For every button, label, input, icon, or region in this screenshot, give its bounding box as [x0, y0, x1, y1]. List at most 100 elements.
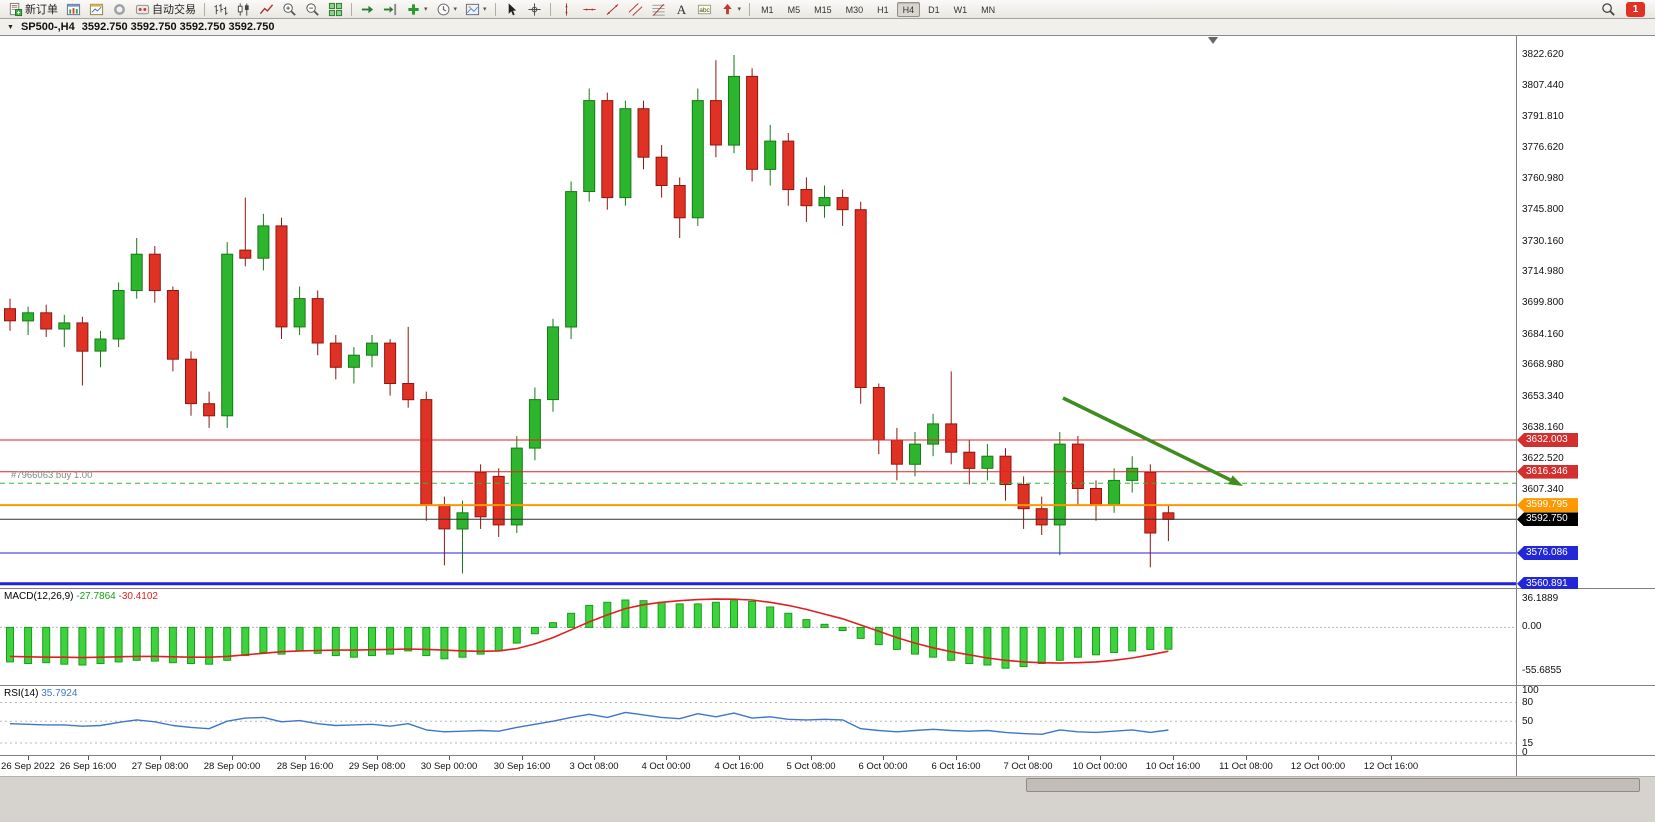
time-axis-label: 7 Oct 08:00 [1003, 761, 1053, 772]
time-axis-tick [377, 756, 378, 760]
text-button[interactable]: A [670, 1, 693, 18]
text-label-icon: abc [697, 2, 712, 17]
profiles-button[interactable] [85, 1, 108, 18]
time-axis-tick [956, 756, 957, 760]
text-label-button[interactable]: abc [693, 1, 716, 18]
scroll-circle-icon [112, 2, 127, 17]
chart-shift-icon [383, 2, 398, 17]
rsi-panel[interactable]: RSI(14) 35.7924 [0, 686, 1516, 756]
time-axis[interactable]: 26 Sep 2022 26 Sep 16:00 27 Sep 08:00 28 Se… [0, 756, 1516, 776]
templates-icon [465, 2, 480, 17]
vertical-line-button[interactable] [555, 1, 578, 18]
templates-button[interactable]: ▾ [461, 1, 491, 18]
time-axis-label: 4 Oct 16:00 [714, 761, 764, 772]
fibonacci-button[interactable] [647, 1, 670, 18]
macd-panel[interactable]: MACD(12,26,9) -27.7864 -30.4102 [0, 589, 1516, 686]
periods-icon [436, 2, 451, 17]
price-tag-3616.346: 3616.346 [1517, 464, 1578, 479]
horizontal-scrollbar[interactable] [0, 776, 1655, 792]
tile-windows-icon [328, 2, 343, 17]
price-axis-label: 3822.620 [1522, 48, 1564, 60]
bars-mode-button[interactable] [209, 1, 232, 18]
time-axis-label: 26 Sep 16:00 [59, 761, 117, 772]
indicators-button[interactable]: ▾ [402, 1, 432, 18]
timeframe-button-m5[interactable]: M5 [782, 2, 807, 17]
toolbar-separator [549, 2, 551, 16]
price-axis-label: 3638.160 [1522, 421, 1564, 433]
candles-mode-button[interactable] [232, 1, 255, 18]
channel-icon [628, 2, 643, 17]
axis-corner [1517, 756, 1655, 776]
timeframe-button-mn[interactable]: MN [975, 2, 1001, 17]
timeframe-button-m15[interactable]: M15 [808, 2, 838, 17]
auto-scroll-end-button[interactable] [356, 1, 379, 18]
time-axis-label: 6 Oct 16:00 [931, 761, 981, 772]
rsi-header: RSI(14) 35.7924 [4, 688, 77, 699]
chart-menu-triangle-icon[interactable]: ▼ [7, 23, 14, 31]
autotrade-button[interactable]: 自动交易 [131, 1, 200, 18]
timeframe-button-d1[interactable]: D1 [922, 2, 946, 17]
timeframe-button-m1[interactable]: M1 [755, 2, 780, 17]
rsi-axis[interactable]: 100 80 50 15 0 [1517, 685, 1655, 758]
toolbar-separator [204, 2, 205, 16]
channel-button[interactable] [624, 1, 647, 18]
price-tag-3592.750: 3592.750 [1517, 512, 1578, 527]
rsi-value: 35.7924 [41, 688, 78, 699]
trendline-button[interactable] [601, 1, 624, 18]
price-axis-column[interactable]: 3822.620 3807.440 3791.810 3776.620 3760.980… [1516, 36, 1655, 776]
new-order-button[interactable]: 新订单 [4, 1, 62, 18]
price-tag-3576.086: 3576.086 [1517, 545, 1578, 560]
time-axis-tick [1246, 756, 1247, 760]
text-icon: A [674, 2, 689, 17]
price-axis-label: 3668.980 [1522, 359, 1564, 371]
charts-button[interactable] [62, 1, 85, 18]
rsi-axis-label: 80 [1522, 697, 1534, 709]
time-axis-label: 28 Sep 00:00 [203, 761, 261, 772]
candlestick-chart [0, 37, 1516, 586]
arrows-button[interactable]: ▾ [716, 1, 746, 18]
zoom-out-button[interactable] [301, 1, 324, 18]
horizontal-line-button[interactable] [578, 1, 601, 18]
search-button[interactable] [1597, 1, 1620, 18]
time-axis-label: 4 Oct 00:00 [641, 761, 691, 772]
tile-windows-button[interactable] [324, 1, 347, 18]
price-axis-label: 3684.160 [1522, 328, 1564, 340]
timeframe-button-h1[interactable]: H1 [871, 2, 895, 17]
cursor-button[interactable] [500, 1, 523, 18]
price-axis[interactable]: 3822.620 3807.440 3791.810 3776.620 3760.980… [1517, 36, 1655, 591]
svg-text:A: A [676, 2, 686, 17]
time-axis-label: 5 Oct 08:00 [786, 761, 836, 772]
rsi-axis-label: 15 [1522, 737, 1534, 749]
auto-scroll-toggle[interactable] [108, 1, 131, 18]
price-axis-label: 3699.800 [1522, 297, 1564, 309]
time-axis-label: 10 Oct 00:00 [1072, 761, 1128, 772]
time-axis-tick [1173, 756, 1174, 760]
timeframe-button-m30[interactable]: M30 [840, 2, 870, 17]
timeframe-button-h4[interactable]: H4 [896, 1, 921, 17]
price-axis-label: 3622.520 [1522, 453, 1564, 465]
price-tag-3560.891: 3560.891 [1517, 576, 1578, 591]
time-axis-tick [1318, 756, 1319, 760]
trendline-icon [605, 2, 620, 17]
price-axis-label: 3776.620 [1522, 141, 1564, 153]
price-axis-label: 3760.980 [1522, 173, 1564, 185]
chart-content: #7966063 buy 1.00 MACD(12,26,9) -27.7864… [0, 36, 1655, 776]
periods-button[interactable]: ▾ [432, 1, 462, 18]
macd-axis[interactable]: 36.1889 0.00 -55.6855 [1517, 589, 1655, 686]
crosshair-icon [527, 2, 542, 17]
price-axis-label: 3791.810 [1522, 111, 1564, 123]
chart-title-strip: ▼ SP500-,H4 3592.750 3592.750 3592.750 3… [0, 19, 1655, 36]
scrollbar-slider[interactable] [1026, 778, 1641, 792]
line-mode-button[interactable] [255, 1, 278, 18]
zoom-in-button[interactable] [278, 1, 301, 18]
timeframe-button-w1[interactable]: W1 [948, 2, 974, 17]
search-icon [1601, 2, 1616, 17]
notification-badge[interactable]: 1 [1626, 1, 1645, 17]
time-axis-tick [305, 756, 306, 760]
price-chart-panel[interactable]: #7966063 buy 1.00 [0, 36, 1516, 589]
time-axis-label: 6 Oct 00:00 [858, 761, 908, 772]
chart-shift-button[interactable] [379, 1, 402, 18]
crosshair-button[interactable] [523, 1, 546, 18]
